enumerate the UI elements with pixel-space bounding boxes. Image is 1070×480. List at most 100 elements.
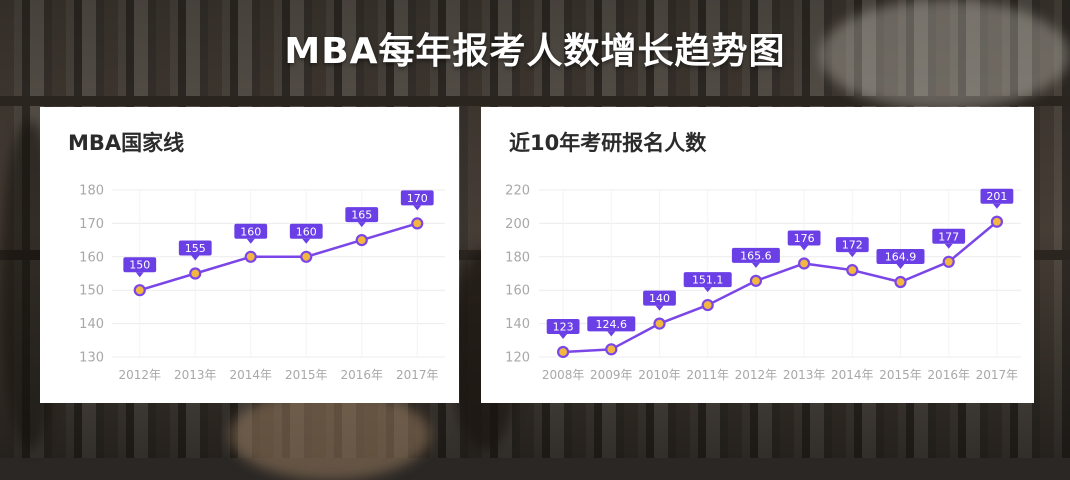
data-label: 165 bbox=[351, 209, 372, 222]
data-label-pointer bbox=[896, 264, 905, 270]
data-point bbox=[556, 345, 570, 359]
data-point bbox=[355, 234, 368, 247]
data-label-badge bbox=[546, 318, 580, 334]
data-point bbox=[605, 343, 618, 356]
x-tick-label: 2011年 bbox=[686, 368, 729, 382]
data-label: 164.9 bbox=[885, 251, 917, 264]
data-label: 123 bbox=[553, 320, 574, 333]
data-label: 151.1 bbox=[692, 274, 724, 287]
x-tick-label: 2015年 bbox=[285, 368, 328, 382]
x-tick-label: 2017年 bbox=[396, 368, 439, 382]
y-tick-label: 130 bbox=[79, 351, 104, 366]
data-point bbox=[189, 267, 202, 280]
data-label: 160 bbox=[240, 225, 261, 238]
data-point bbox=[846, 264, 859, 277]
series-line bbox=[139, 222, 418, 292]
data-label: 155 bbox=[185, 242, 206, 255]
data-point bbox=[798, 257, 811, 270]
y-tick-label: 180 bbox=[505, 250, 530, 265]
data-label: 177 bbox=[938, 230, 959, 243]
x-tick-label: 2016年 bbox=[927, 368, 970, 382]
data-label-pointer bbox=[992, 203, 1001, 209]
data-label-badge bbox=[932, 228, 966, 244]
data-point bbox=[701, 298, 714, 312]
y-tick-label: 180 bbox=[79, 184, 104, 199]
data-label-badge bbox=[787, 230, 821, 246]
x-tick-label: 2012年 bbox=[118, 368, 161, 382]
y-tick-label: 200 bbox=[505, 217, 530, 232]
chart-title: 近10年考研报名人数 bbox=[509, 131, 707, 155]
data-label-badge bbox=[835, 237, 869, 253]
x-tick-label: 2008年 bbox=[542, 368, 585, 382]
series-line bbox=[563, 220, 998, 354]
y-tick-label: 160 bbox=[505, 284, 530, 299]
x-tick-label: 2013年 bbox=[783, 368, 826, 382]
data-label-pointer bbox=[655, 305, 664, 311]
data-label-badge bbox=[980, 188, 1014, 204]
data-label-pointer bbox=[413, 205, 422, 211]
data-label-pointer bbox=[751, 262, 760, 268]
x-tick-label: 2012年 bbox=[735, 368, 778, 382]
x-tick-label: 2014年 bbox=[229, 368, 272, 382]
data-label-pointer bbox=[357, 222, 366, 228]
data-point bbox=[411, 217, 424, 230]
data-point bbox=[653, 317, 666, 330]
data-label-badge bbox=[876, 249, 925, 265]
data-point bbox=[990, 215, 1004, 228]
data-label-pointer bbox=[848, 252, 857, 258]
data-label: 201 bbox=[986, 190, 1007, 203]
y-tick-label: 120 bbox=[505, 351, 530, 366]
data-label-badge bbox=[234, 223, 268, 239]
x-tick-label: 2010年 bbox=[638, 368, 681, 382]
x-tick-label: 2009年 bbox=[590, 368, 633, 382]
data-label-pointer bbox=[246, 238, 255, 244]
data-label-pointer bbox=[559, 333, 568, 339]
chart-title: MBA国家线 bbox=[68, 131, 185, 155]
x-tick-label: 2014年 bbox=[831, 368, 874, 382]
data-point bbox=[749, 274, 762, 287]
data-label-pointer bbox=[135, 272, 144, 278]
y-tick-label: 150 bbox=[79, 284, 104, 299]
data-label-badge bbox=[683, 272, 732, 288]
data-label-badge bbox=[289, 223, 323, 239]
data-label-badge bbox=[587, 316, 636, 332]
chart-canvas: 120 140 160 180 200 220 2008年 2009年 2010年 2011年 20… bbox=[505, 184, 1021, 382]
data-label-pointer bbox=[800, 245, 809, 251]
data-label-badge bbox=[643, 290, 676, 306]
chart-canvas: 130 140 150 160 170 180 2012年 2013年 2014年 2015年 20… bbox=[79, 184, 445, 382]
data-label-pointer bbox=[944, 243, 953, 249]
data-label-badge bbox=[345, 207, 379, 223]
data-label: 150 bbox=[129, 259, 150, 272]
data-point bbox=[133, 284, 146, 297]
y-tick-label: 140 bbox=[505, 317, 530, 332]
data-label: 165.6 bbox=[740, 249, 772, 262]
data-label-pointer bbox=[703, 287, 712, 293]
x-tick-label: 2016年 bbox=[340, 368, 383, 382]
chart-panel-applicants: 近10年考研报名人数 120 140 160 180 200 220 2008年 2009年 2… bbox=[481, 107, 1034, 403]
data-label-pointer bbox=[607, 331, 616, 337]
data-label: 172 bbox=[842, 239, 863, 252]
chart-panel-mba-line: MBA国家线 130 140 150 160 170 180 2012年 2013年 2014年… bbox=[40, 107, 459, 403]
y-tick-label: 170 bbox=[79, 217, 104, 232]
data-label: 170 bbox=[407, 192, 428, 205]
data-point bbox=[894, 275, 907, 289]
y-tick-label: 140 bbox=[79, 317, 104, 332]
x-tick-label: 2015年 bbox=[879, 368, 922, 382]
y-tick-label: 220 bbox=[505, 184, 530, 199]
data-label-badge bbox=[400, 190, 434, 206]
data-label-badge bbox=[123, 257, 157, 273]
data-label-pointer bbox=[191, 255, 200, 261]
y-tick-label: 160 bbox=[79, 250, 104, 265]
data-label: 140 bbox=[649, 292, 670, 305]
data-point bbox=[300, 250, 313, 263]
x-tick-label: 2017年 bbox=[976, 368, 1019, 382]
data-label-badge bbox=[178, 240, 212, 256]
page-title: MBA每年报考人数增长趋势图 bbox=[284, 31, 786, 72]
data-point bbox=[244, 250, 257, 263]
data-label: 176 bbox=[794, 232, 815, 245]
x-tick-label: 2013年 bbox=[174, 368, 217, 382]
data-label: 160 bbox=[296, 225, 317, 238]
data-label-badge bbox=[731, 247, 780, 263]
data-point bbox=[942, 255, 955, 268]
data-label-pointer bbox=[302, 238, 311, 244]
